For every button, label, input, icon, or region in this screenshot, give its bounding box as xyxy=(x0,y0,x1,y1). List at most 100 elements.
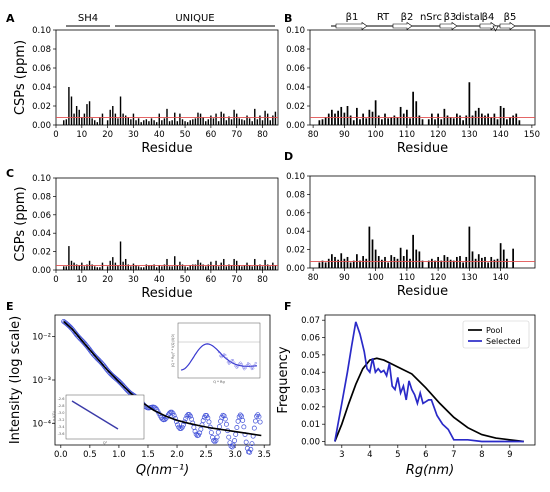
csp-bar xyxy=(238,118,240,125)
csp-bar xyxy=(143,120,145,125)
csp-bar xyxy=(496,119,499,125)
data-point xyxy=(253,418,258,424)
data-point xyxy=(153,405,158,411)
csp-bar xyxy=(112,106,114,125)
x-axis-label: Rg(nm) xyxy=(406,463,454,478)
ss-label-b4: β4 xyxy=(482,12,495,23)
csp-bar xyxy=(346,256,349,268)
x-tick-label: 4 xyxy=(367,450,372,460)
csp-bar xyxy=(86,104,88,125)
data-point xyxy=(200,418,206,424)
csp-bar xyxy=(63,266,65,270)
csp-bar xyxy=(471,115,474,125)
guinier-y-tick: -3.4 xyxy=(58,425,66,429)
data-point xyxy=(222,416,228,422)
x-axis-label: Residue xyxy=(141,141,192,156)
csp-bar xyxy=(163,264,166,270)
csp-bar xyxy=(327,258,330,268)
x-tick-label: 1.5 xyxy=(141,450,155,460)
csp-bar xyxy=(119,96,122,125)
x-axis-label: Residue xyxy=(397,284,448,299)
csp-bar xyxy=(502,249,505,268)
x-tick-label: 8 xyxy=(479,450,484,460)
x-tick-label: 60 xyxy=(205,130,216,140)
csp-bar xyxy=(181,264,184,270)
csp-bar xyxy=(368,226,371,268)
csp-bar xyxy=(396,258,399,268)
csp-bar xyxy=(91,264,93,270)
csp-bar xyxy=(261,120,264,125)
csp-bar xyxy=(130,119,132,125)
csp-bar xyxy=(487,262,489,268)
chart-panel-b: 0.00 0.02 0.04 0.06 0.08 0.10 80 90 100 110 120 130… xyxy=(286,26,540,156)
csp-bar xyxy=(91,118,93,125)
csp-bar xyxy=(462,262,464,268)
csp-bar xyxy=(63,120,65,125)
csp-bar xyxy=(359,260,361,268)
csp-bar xyxy=(96,267,99,270)
data-point xyxy=(216,424,222,430)
ss-label-b5: β5 xyxy=(504,12,517,23)
data-point xyxy=(169,409,175,415)
csp-bar xyxy=(137,266,140,270)
csp-bar xyxy=(117,265,119,270)
kratky-point xyxy=(229,361,232,364)
csp-bar xyxy=(166,258,168,270)
csp-bar xyxy=(465,115,468,125)
csp-bar xyxy=(352,120,355,125)
y-tick-label: 0.04 xyxy=(286,83,305,93)
csp-bar xyxy=(81,117,83,125)
data-point xyxy=(228,443,234,449)
csp-bar xyxy=(371,111,374,125)
data-point xyxy=(240,417,246,423)
csp-bar xyxy=(228,264,230,270)
csp-bar xyxy=(377,115,380,125)
csp-bar xyxy=(179,261,181,270)
y-tick-label: 0.06 xyxy=(32,64,51,74)
unique-label: UNIQUE xyxy=(175,13,214,24)
csp-bar xyxy=(212,118,215,125)
csp-bar xyxy=(374,249,377,268)
csp-bar xyxy=(409,258,411,268)
csp-bar xyxy=(412,91,414,125)
csp-bar xyxy=(437,113,439,125)
data-point xyxy=(226,434,232,440)
csp-bar xyxy=(145,119,148,125)
y-tick-label: 0.00 xyxy=(301,438,320,448)
data-point xyxy=(84,343,90,349)
csp-bar xyxy=(158,113,160,125)
csp-bar xyxy=(101,262,104,270)
csp-bar xyxy=(176,265,179,270)
csp-bar xyxy=(150,118,153,125)
csp-bar xyxy=(434,119,436,125)
csp-bar xyxy=(359,119,361,125)
data-point xyxy=(221,413,227,419)
data-point xyxy=(70,327,76,333)
x-tick-label: 3.0 xyxy=(228,450,242,460)
kratky-point xyxy=(248,363,251,366)
csp-bar xyxy=(143,267,145,270)
csp-bar xyxy=(106,120,109,125)
guinier-y-label: Ln I(Q) xyxy=(52,410,56,422)
csp-bar xyxy=(168,121,171,125)
csp-bar xyxy=(199,113,202,125)
chart-panel-d: 0.00 0.02 0.04 0.06 0.08 0.10 80 90 100 110 120 130… xyxy=(286,172,536,299)
csp-bar xyxy=(443,108,446,125)
data-point xyxy=(85,345,91,351)
csp-bar xyxy=(83,113,86,125)
x-axis-label: Residue xyxy=(141,286,192,301)
csp-bar xyxy=(168,266,171,270)
data-point xyxy=(227,440,233,446)
csp-bar xyxy=(331,254,333,268)
csp-bar xyxy=(324,262,327,268)
csp-bar xyxy=(205,266,207,270)
csp-bar xyxy=(205,121,207,125)
data-point xyxy=(186,412,192,418)
data-point xyxy=(100,362,106,368)
data-point xyxy=(192,428,198,434)
csp-bar xyxy=(184,266,186,270)
csp-bar xyxy=(481,257,483,268)
ss-label-distal: distal xyxy=(455,12,482,23)
x-tick-label: 0.5 xyxy=(83,450,97,460)
